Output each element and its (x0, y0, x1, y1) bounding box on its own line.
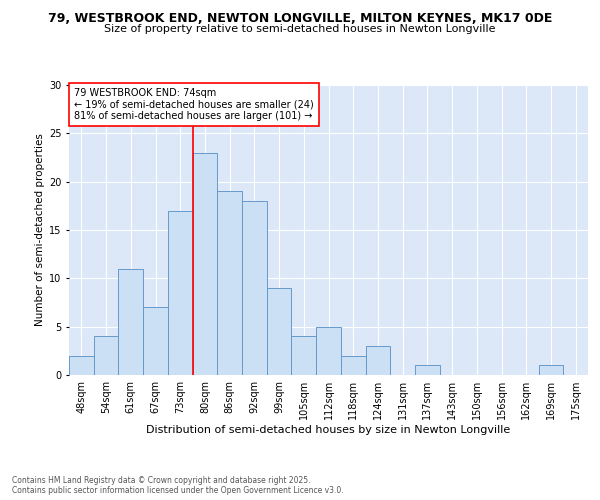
Bar (69, 356, 94, 375)
Bar (118, 268, 143, 375)
Bar (292, 336, 316, 375)
Bar (267, 288, 292, 375)
Bar (415, 366, 440, 375)
Text: 79, WESTBROOK END, NEWTON LONGVILLE, MILTON KEYNES, MK17 0DE: 79, WESTBROOK END, NEWTON LONGVILLE, MIL… (48, 12, 552, 26)
Bar (168, 210, 193, 375)
Bar (539, 366, 563, 375)
Bar (365, 346, 390, 375)
X-axis label: Distribution of semi-detached houses by size in Newton Longville: Distribution of semi-detached houses by … (146, 425, 511, 435)
Bar (143, 308, 168, 375)
Text: Contains HM Land Registry data © Crown copyright and database right 2025.
Contai: Contains HM Land Registry data © Crown c… (12, 476, 344, 495)
Text: 79 WESTBROOK END: 74sqm
← 19% of semi-detached houses are smaller (24)
81% of se: 79 WESTBROOK END: 74sqm ← 19% of semi-de… (74, 88, 314, 121)
Bar (341, 356, 365, 375)
Bar (217, 192, 242, 375)
Bar (94, 336, 118, 375)
Text: Size of property relative to semi-detached houses in Newton Longville: Size of property relative to semi-detach… (104, 24, 496, 34)
Bar (316, 326, 341, 375)
Bar (193, 152, 217, 375)
Y-axis label: Number of semi-detached properties: Number of semi-detached properties (35, 134, 44, 326)
Bar (242, 201, 267, 375)
